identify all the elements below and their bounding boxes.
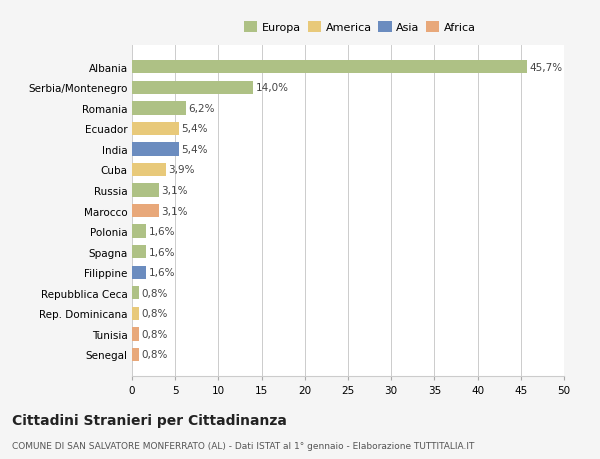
Bar bbox=[132, 328, 139, 341]
Bar bbox=[132, 81, 253, 95]
Text: 5,4%: 5,4% bbox=[181, 124, 208, 134]
Bar bbox=[132, 123, 179, 136]
Bar bbox=[132, 348, 139, 361]
Text: 0,8%: 0,8% bbox=[142, 288, 168, 298]
Text: 45,7%: 45,7% bbox=[529, 62, 563, 73]
Legend: Europa, America, Asia, Africa: Europa, America, Asia, Africa bbox=[239, 17, 481, 37]
Bar bbox=[132, 266, 146, 280]
Bar bbox=[132, 225, 146, 238]
Bar bbox=[132, 163, 166, 177]
Text: 1,6%: 1,6% bbox=[148, 227, 175, 237]
Bar bbox=[132, 286, 139, 300]
Text: Cittadini Stranieri per Cittadinanza: Cittadini Stranieri per Cittadinanza bbox=[12, 413, 287, 427]
Text: 0,8%: 0,8% bbox=[142, 309, 168, 319]
Text: 1,6%: 1,6% bbox=[148, 268, 175, 278]
Text: 6,2%: 6,2% bbox=[188, 104, 215, 113]
Bar bbox=[132, 102, 185, 115]
Text: 14,0%: 14,0% bbox=[256, 83, 289, 93]
Text: 3,1%: 3,1% bbox=[161, 206, 188, 216]
Text: 1,6%: 1,6% bbox=[148, 247, 175, 257]
Bar bbox=[132, 143, 179, 156]
Text: 0,8%: 0,8% bbox=[142, 350, 168, 360]
Text: 3,9%: 3,9% bbox=[168, 165, 195, 175]
Bar bbox=[132, 61, 527, 74]
Text: 0,8%: 0,8% bbox=[142, 329, 168, 339]
Text: COMUNE DI SAN SALVATORE MONFERRATO (AL) - Dati ISTAT al 1° gennaio - Elaborazion: COMUNE DI SAN SALVATORE MONFERRATO (AL) … bbox=[12, 441, 475, 450]
Text: 5,4%: 5,4% bbox=[181, 145, 208, 155]
Bar bbox=[132, 307, 139, 320]
Text: 3,1%: 3,1% bbox=[161, 185, 188, 196]
Bar bbox=[132, 184, 159, 197]
Bar bbox=[132, 246, 146, 259]
Bar bbox=[132, 204, 159, 218]
